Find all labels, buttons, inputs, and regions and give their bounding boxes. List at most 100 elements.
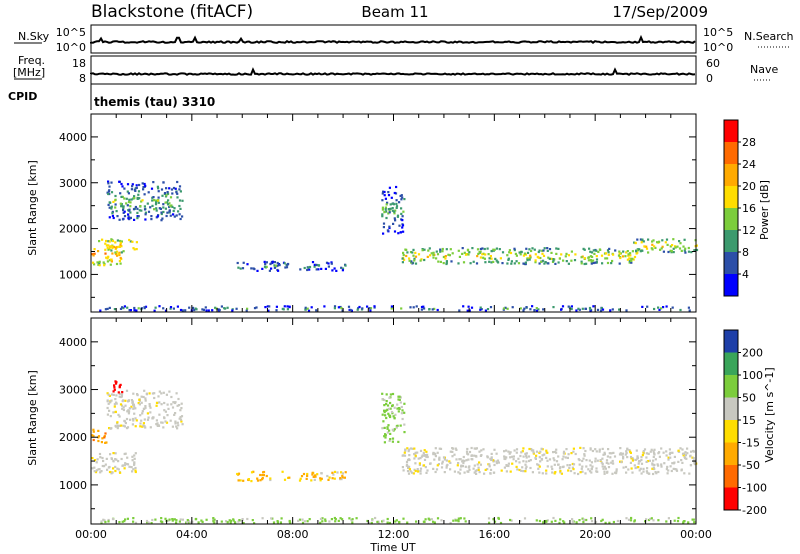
power-echo-cell <box>631 257 634 260</box>
velocity-echo-cell <box>415 520 418 523</box>
power-echo-cell <box>157 187 160 190</box>
power-echo-cell <box>589 309 592 312</box>
velocity-echo-cell <box>262 470 266 474</box>
velocity-echo-cell <box>598 448 601 451</box>
power-echo-cell <box>472 260 475 263</box>
velocity-echo-cell <box>93 470 96 473</box>
velocity-echo-cell <box>459 458 462 461</box>
power-echo-region <box>401 247 643 266</box>
power-echo-cell <box>386 229 389 232</box>
power-echo-cell <box>656 241 659 244</box>
power-echo-cell <box>561 305 565 308</box>
power-echo-cell <box>144 218 147 221</box>
power-echo-cell <box>484 261 487 264</box>
velocity-echo-cell <box>540 457 543 461</box>
power-echo-cell <box>585 262 588 265</box>
velocity-echo-cell <box>383 441 386 444</box>
velocity-echo-cell <box>476 463 479 466</box>
power-echo-cell <box>92 254 95 257</box>
velocity-echo-cell <box>596 470 599 473</box>
velocity-echo-cell <box>682 454 685 457</box>
velocity-echo-cell <box>425 471 428 474</box>
power-echo-cell <box>388 225 391 228</box>
power-echo-cell <box>317 268 320 271</box>
velocity-echo-cell <box>538 456 541 459</box>
velocity-echo-cell <box>343 476 346 479</box>
velocity-echo-cell <box>132 419 135 422</box>
velocity-echo-cell <box>382 420 385 423</box>
time-tick-label: 00:00 <box>75 528 107 541</box>
power-echo-cell <box>529 256 532 259</box>
velocity-echo-cell <box>250 480 253 483</box>
power-echo-cell <box>177 210 180 213</box>
velocity-echo-cell <box>147 521 150 524</box>
power-echo-cell <box>596 308 600 311</box>
velocity-echo-cell <box>117 425 120 428</box>
velocity-echo-cell <box>458 458 461 461</box>
power-colorbar-swatch <box>724 186 738 208</box>
velocity-echo-cell <box>652 450 655 453</box>
power-echo-cell <box>137 193 140 196</box>
velocity-echo-cell <box>445 459 448 462</box>
power-echo-cell <box>486 247 489 250</box>
velocity-echo-cell <box>229 521 232 524</box>
power-echo-cell <box>608 247 611 250</box>
velocity-echo-cell <box>622 455 625 458</box>
power-echo-cell <box>552 258 555 261</box>
velocity-echo-cell <box>115 458 118 461</box>
velocity-echo-cell <box>550 520 553 523</box>
power-echo-cell <box>641 305 644 308</box>
power-echo-cell <box>476 248 480 251</box>
velocity-echo-cell <box>670 469 673 473</box>
power-echo-cell <box>423 307 426 310</box>
velocity-echo-cell <box>594 460 597 463</box>
velocity-echo-cell <box>465 450 469 453</box>
power-echo-cell <box>126 204 129 207</box>
velocity-echo-cell <box>111 518 115 521</box>
velocity-echo-cell <box>666 465 669 468</box>
power-echo-cell <box>451 252 454 255</box>
velocity-echo-cell <box>555 460 559 463</box>
velocity-echo-cell <box>321 517 324 520</box>
velocity-echo-cell <box>160 517 163 520</box>
power-echo-cell <box>570 250 573 253</box>
velocity-echo-cell <box>464 520 467 523</box>
velocity-echo-cell <box>121 520 124 523</box>
velocity-echo-cell <box>627 468 630 471</box>
power-echo-cell <box>157 214 160 217</box>
power-echo-cell <box>129 240 132 243</box>
power-echo-cell <box>116 245 119 249</box>
power-echo-cell <box>401 261 404 264</box>
velocity-echo-cell <box>381 392 384 395</box>
power-echo-cell <box>144 211 147 214</box>
power-echo-cell <box>324 267 327 270</box>
power-echo-cell <box>397 232 400 235</box>
velocity-echo-cell <box>95 461 98 464</box>
power-echo-cell <box>121 185 124 188</box>
velocity-echo-cell <box>131 470 134 473</box>
cpid-value: themis (tau) 3310 <box>94 95 215 109</box>
velocity-echo-cell <box>585 465 588 468</box>
power-echo-cell <box>114 246 117 249</box>
power-echo-cell <box>392 203 396 206</box>
power-echo-cell <box>600 254 604 257</box>
power-echo-cell <box>468 309 471 312</box>
power-echo-cell <box>207 309 210 312</box>
velocity-echo-cell <box>386 408 389 411</box>
velocity-echo-cell <box>559 466 562 469</box>
velocity-echo-cell <box>433 458 436 461</box>
velocity-echo-cell <box>495 452 498 455</box>
velocity-echo-cell <box>675 469 679 472</box>
velocity-echo-cell <box>397 395 400 398</box>
velocity-echo-cell <box>112 393 115 396</box>
power-echo-cell <box>137 307 140 310</box>
power-echo-cell <box>507 258 510 261</box>
velocity-echo-cell <box>176 404 179 407</box>
velocity-echo-cell <box>142 422 145 425</box>
power-echo-cell <box>304 306 307 309</box>
velocity-echo-cell <box>507 462 510 465</box>
velocity-echo-cell <box>563 521 566 524</box>
power-ytick-label: 4000 <box>59 131 87 144</box>
power-echo-cell <box>510 260 513 263</box>
velocity-colorbar-swatch <box>724 352 738 375</box>
